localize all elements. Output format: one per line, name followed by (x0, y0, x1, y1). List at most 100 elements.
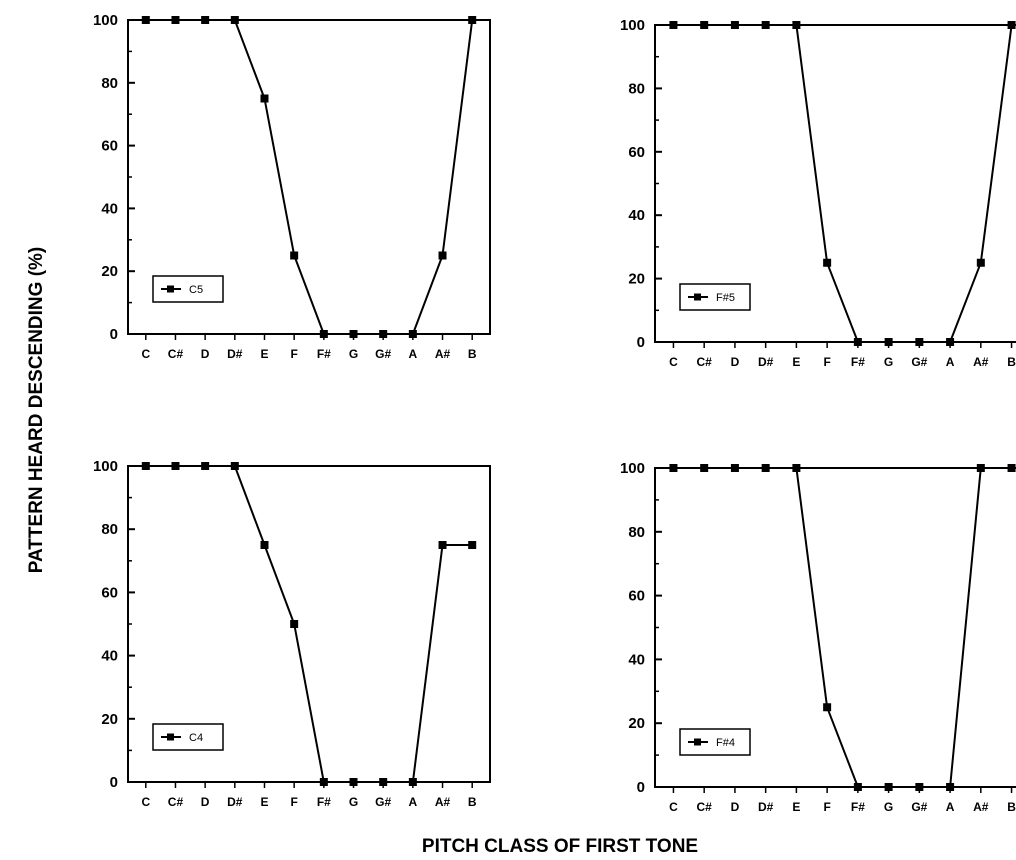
data-point (669, 464, 677, 472)
data-point (762, 464, 770, 472)
y-tick-label: 60 (628, 588, 645, 605)
y-tick-label: 80 (101, 75, 118, 92)
data-point (468, 16, 476, 24)
data-point (669, 21, 677, 29)
x-tick-label: A (946, 800, 955, 814)
y-tick-label: 20 (628, 271, 645, 288)
y-tick-label: 100 (93, 12, 118, 29)
data-point (700, 21, 708, 29)
x-tick-label: D# (227, 795, 243, 809)
y-tick-label: 40 (101, 200, 118, 217)
y-tick-label: 20 (101, 711, 118, 728)
data-point (439, 252, 447, 260)
x-tick-label: D (731, 800, 740, 814)
y-tick-label: 0 (637, 334, 645, 351)
data-point (379, 330, 387, 338)
data-point (731, 464, 739, 472)
y-tick-label: 80 (101, 521, 118, 538)
x-tick-label: B (1007, 355, 1016, 369)
x-tick-label: C (669, 355, 678, 369)
data-point (885, 783, 893, 791)
data-point (320, 778, 328, 786)
data-point (290, 620, 298, 628)
chart-panel-4: 0 20 40 60 80 100 C C# D D# E F F# G G# A A# B F#4 (620, 460, 1016, 814)
data-point (468, 541, 476, 549)
x-tick-label: F (290, 795, 297, 809)
data-point (260, 95, 268, 103)
y-tick-label: 80 (628, 80, 645, 97)
data-point (977, 259, 985, 267)
data-point (792, 21, 800, 29)
legend-label: C5 (189, 284, 203, 296)
x-tick-label: A# (973, 355, 989, 369)
data-point (700, 464, 708, 472)
x-tick-label: A (409, 795, 418, 809)
data-point (977, 464, 985, 472)
x-tick-label: G (884, 800, 893, 814)
x-tick-label: G# (911, 355, 927, 369)
x-tick-label: C (141, 795, 150, 809)
x-tick-label: C (669, 800, 678, 814)
data-point (290, 252, 298, 260)
legend-marker-sample (694, 294, 701, 301)
y-tick-label: 60 (101, 584, 118, 601)
data-point (350, 330, 358, 338)
x-tick-label: F# (317, 347, 331, 361)
data-point (792, 464, 800, 472)
x-tick-label: G (884, 355, 893, 369)
x-tick-label: F (823, 800, 830, 814)
x-tick-label: C# (697, 355, 713, 369)
x-tick-label: C# (168, 347, 184, 361)
data-point (231, 16, 239, 24)
x-tick-label: D (731, 355, 740, 369)
x-tick-label: G (349, 795, 358, 809)
data-point (439, 541, 447, 549)
x-tick-label: A (409, 347, 418, 361)
x-tick-label: E (792, 800, 800, 814)
legend-marker-sample (694, 739, 701, 746)
y-tick-label: 100 (620, 460, 645, 477)
x-tick-label: B (1007, 800, 1016, 814)
y-tick-label: 40 (101, 648, 118, 665)
data-point (854, 783, 862, 791)
legend-marker-sample (167, 734, 174, 741)
data-point (171, 16, 179, 24)
x-tick-label: A (946, 355, 955, 369)
x-tick-label: A# (435, 347, 451, 361)
y-tick-label: 80 (628, 524, 645, 541)
x-tick-label: G# (375, 795, 391, 809)
y-tick-label: 40 (628, 651, 645, 668)
x-tick-label: A# (973, 800, 989, 814)
x-tick-label: A# (435, 795, 451, 809)
data-point (1008, 21, 1016, 29)
y-tick-label: 0 (110, 326, 118, 343)
x-tick-label: F# (851, 355, 865, 369)
x-tick-label: B (468, 347, 477, 361)
y-tick-label: 20 (628, 715, 645, 732)
legend-label: F#5 (716, 292, 735, 304)
x-axis-title: PITCH CLASS OF FIRST TONE (422, 836, 698, 857)
legend-marker-sample (167, 286, 174, 293)
x-tick-label: E (260, 347, 268, 361)
data-point (915, 338, 923, 346)
data-point (854, 338, 862, 346)
x-tick-label: F (290, 347, 297, 361)
data-point (946, 338, 954, 346)
data-point (350, 778, 358, 786)
x-tick-label: E (792, 355, 800, 369)
x-tick-label: E (260, 795, 268, 809)
data-point (823, 259, 831, 267)
y-axis-title: PATTERN HEARD DESCENDING (%) (26, 247, 47, 574)
data-point (201, 16, 209, 24)
x-tick-label: G# (375, 347, 391, 361)
chart-panel-3: 020406080100C C# D D# E F F# G G# A A# BC4 (93, 458, 490, 809)
x-tick-label: D (201, 795, 210, 809)
data-point (142, 462, 150, 470)
x-tick-label: D (201, 347, 210, 361)
x-tick-label: F (823, 355, 830, 369)
chart-panel-1: 0 20 40 60 80 100 C C# D D# E F F# G G# A A# B C5 (93, 12, 490, 361)
data-point (201, 462, 209, 470)
y-tick-label: 60 (628, 144, 645, 161)
data-point (409, 330, 417, 338)
